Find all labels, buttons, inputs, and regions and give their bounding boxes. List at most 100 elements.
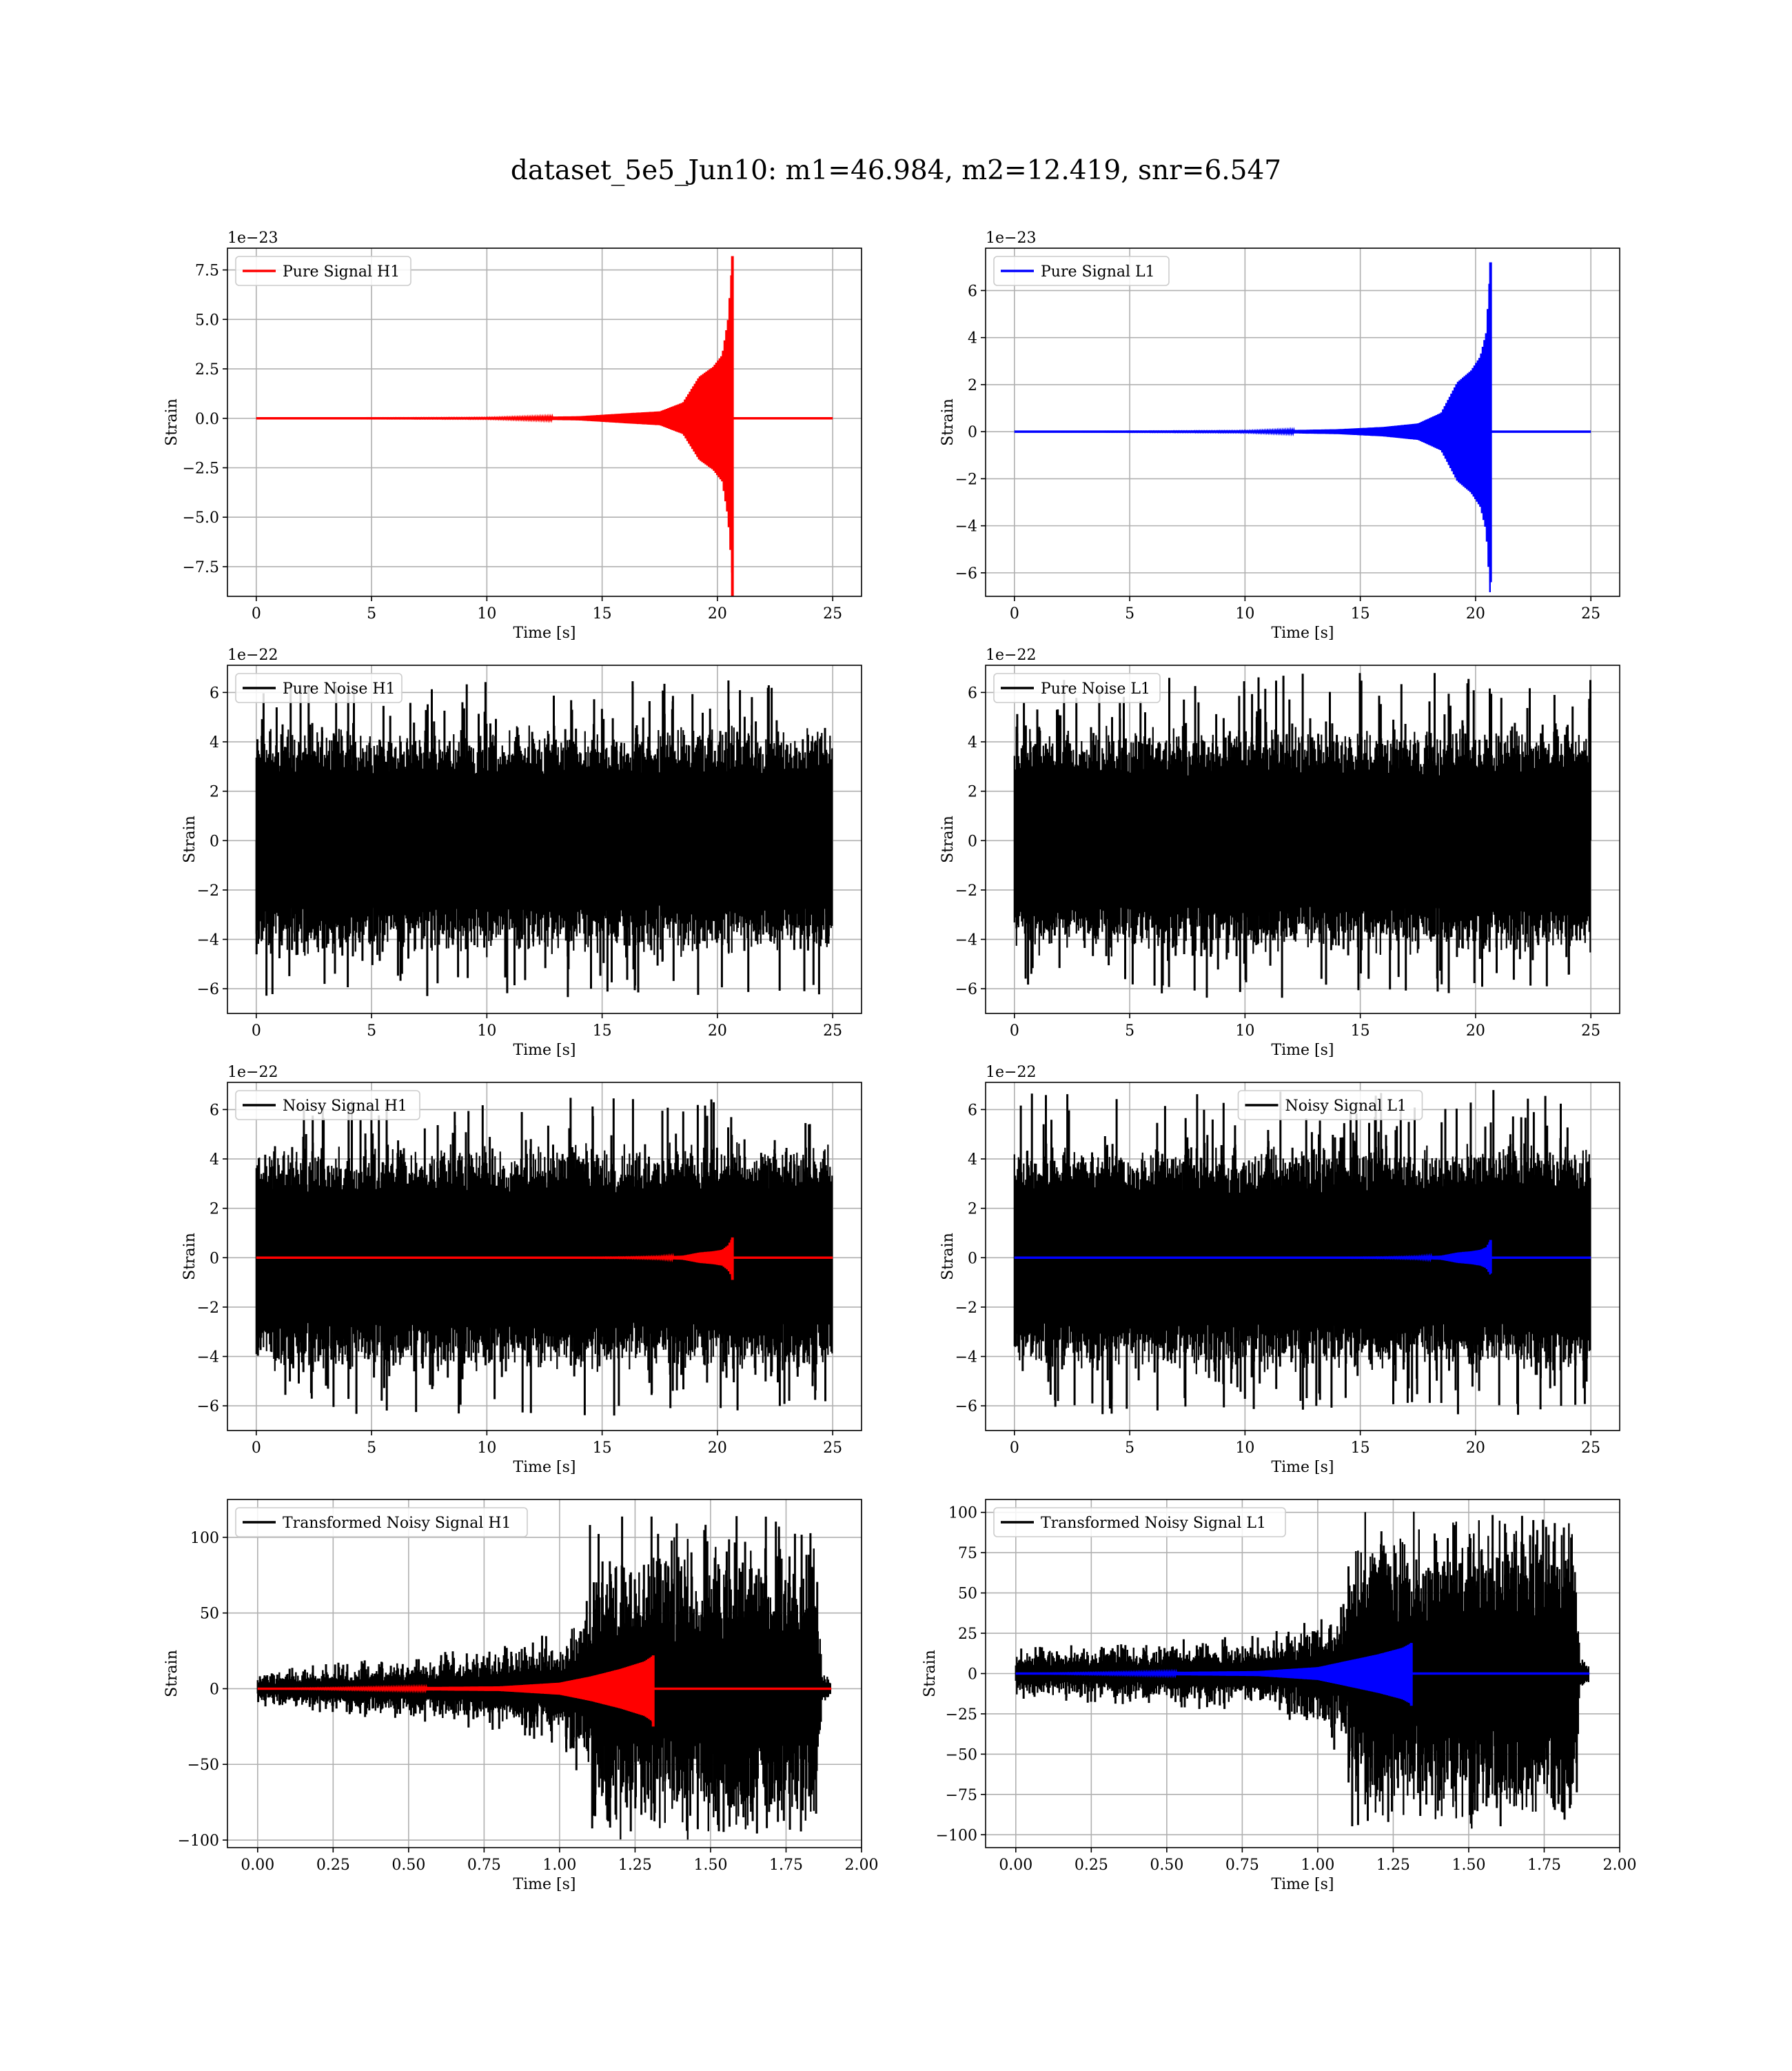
- x-tick-label: 15: [1351, 605, 1370, 623]
- y-tick-label: 4: [968, 734, 977, 751]
- x-tick-label: 2.00: [1603, 1857, 1637, 1874]
- y-tick-label: −4: [955, 1349, 977, 1366]
- figure-title: dataset_5e5_Jun10: m1=46.984, m2=12.419,…: [510, 155, 1282, 186]
- y-tick-label: −4: [197, 1349, 219, 1366]
- y-tick-label: 4: [968, 1151, 977, 1169]
- offset-text: 1e−23: [227, 230, 278, 247]
- x-tick-label: 10: [1235, 605, 1254, 623]
- y-tick-label: 4: [210, 1151, 219, 1169]
- y-axis-label: Strain: [163, 398, 181, 446]
- signal-chirp: [256, 275, 733, 573]
- legend-label: Pure Signal L1: [1041, 263, 1155, 281]
- x-axis-label: Time [s]: [1271, 625, 1334, 642]
- x-tick-label: 15: [593, 1439, 612, 1457]
- y-tick-label: 50: [958, 1586, 977, 1603]
- y-tick-label: 2.5: [195, 361, 219, 378]
- data-layer: [255, 680, 833, 998]
- x-axis-label: Time [s]: [513, 1042, 576, 1059]
- x-tick-label: 1.25: [1376, 1857, 1410, 1874]
- y-tick-label: 4: [968, 330, 977, 347]
- y-tick-label: −2: [955, 882, 977, 900]
- y-tick-label: −7.5: [183, 559, 219, 576]
- legend-label: Pure Signal H1: [283, 263, 400, 281]
- signal-chirp: [1014, 283, 1491, 593]
- signal-chirp: [256, 1240, 733, 1277]
- x-tick-label: 20: [708, 1439, 727, 1457]
- noise-spikes: [255, 680, 830, 998]
- x-tick-label: 1.75: [1527, 1857, 1561, 1874]
- x-tick-label: 0.75: [467, 1857, 501, 1874]
- x-tick-label: 20: [708, 1022, 727, 1040]
- chart-pure-signal-h1: 0 5 10 15 20 25 −7.5 −5.0 −2.5 0.0 2.5 5.0 7.5 Time […: [163, 230, 862, 642]
- offset-text: 1e−22: [986, 647, 1036, 664]
- y-tick-label: 100: [190, 1530, 219, 1547]
- noise-spikes: [1015, 673, 1591, 998]
- x-tick-label: 20: [1466, 1439, 1485, 1457]
- data-layer: [1014, 262, 1591, 593]
- x-tick-label: 0: [252, 1022, 261, 1040]
- x-tick-label: 10: [477, 605, 496, 623]
- x-axis-label: Time [s]: [513, 1459, 576, 1476]
- y-tick-label: −25: [946, 1706, 977, 1724]
- legend-label: Transformed Noisy Signal H1: [283, 1515, 511, 1532]
- y-tick-label: −6: [197, 1398, 219, 1415]
- axes-frame: [985, 1082, 1620, 1431]
- x-tick-label: 1.00: [1301, 1857, 1334, 1874]
- x-tick-label: 0.25: [1075, 1857, 1108, 1874]
- y-tick-label: 2: [968, 1201, 977, 1218]
- data-layer: [1013, 1090, 1591, 1415]
- offset-text: 1e−22: [227, 1064, 278, 1081]
- chart-noisy-signal-l1: 0 5 10 15 20 25 −6 −4 −2 0 2 4 6 Time [s] Strain 1e−22 N…: [939, 1064, 1620, 1476]
- x-tick-label: 5: [367, 1439, 376, 1457]
- x-tick-label: 25: [823, 1439, 842, 1457]
- x-tick-label: 0.25: [316, 1857, 350, 1874]
- y-axis-label: Strain: [939, 816, 957, 863]
- y-tick-label: 6: [210, 1102, 219, 1119]
- y-axis-label: Strain: [181, 1233, 198, 1280]
- x-tick-label: 1.50: [693, 1857, 727, 1874]
- signal-chirp: [1014, 1242, 1491, 1275]
- y-tick-label: 6: [968, 283, 977, 300]
- y-tick-label: 6: [968, 685, 977, 702]
- x-tick-label: 5: [367, 1022, 376, 1040]
- chart-pure-noise-h1: 0 5 10 15 20 25 −6 −4 −2 0 2 4 6 Time [s] Strain 1e−22 P…: [181, 647, 862, 1059]
- y-tick-label: −100: [936, 1827, 977, 1844]
- y-tick-label: −6: [955, 1398, 977, 1415]
- y-tick-label: −2: [197, 882, 219, 900]
- y-tick-label: −100: [178, 1832, 219, 1850]
- y-tick-label: 0: [968, 1250, 977, 1267]
- x-tick-label: 20: [1466, 605, 1485, 623]
- x-tick-label: 15: [593, 1022, 612, 1040]
- x-tick-label: 0.00: [241, 1857, 274, 1874]
- x-tick-label: 1.75: [769, 1857, 803, 1874]
- data-layer: [1015, 1511, 1590, 1829]
- data-layer: [255, 1098, 833, 1416]
- y-tick-label: 0.0: [195, 411, 219, 428]
- x-tick-label: 0: [1010, 1439, 1019, 1457]
- y-axis-label: Strain: [181, 816, 198, 863]
- y-tick-label: −2.5: [183, 460, 219, 477]
- chart-pure-signal-l1: 0 5 10 15 20 25 −6 −4 −2 0 2 4 6 Time [s] Strain 1e−23 P…: [939, 230, 1620, 642]
- y-tick-label: 2: [968, 377, 977, 394]
- x-tick-label: 25: [823, 605, 842, 623]
- y-tick-label: 75: [958, 1545, 977, 1562]
- x-tick-label: 25: [1581, 1022, 1600, 1040]
- x-axis-label: Time [s]: [1271, 1459, 1334, 1476]
- y-tick-label: −4: [955, 932, 977, 949]
- data-layer: [256, 256, 833, 596]
- y-tick-label: 0: [968, 833, 977, 850]
- legend-label: Noisy Signal L1: [1285, 1098, 1407, 1115]
- x-tick-label: 0: [252, 1439, 261, 1457]
- y-tick-label: −50: [946, 1746, 977, 1764]
- y-tick-label: 0: [210, 833, 219, 850]
- y-tick-label: 6: [210, 685, 219, 702]
- x-axis-label: Time [s]: [1271, 1876, 1334, 1893]
- axes-frame: [227, 1499, 862, 1848]
- noise-spikes: [1015, 1090, 1588, 1415]
- x-tick-label: 0: [252, 605, 261, 623]
- y-axis-label: Strain: [163, 1650, 181, 1697]
- x-tick-label: 0: [1010, 605, 1019, 623]
- y-tick-label: 4: [210, 734, 219, 751]
- x-tick-label: 15: [593, 605, 612, 623]
- offset-text: 1e−22: [986, 1064, 1036, 1081]
